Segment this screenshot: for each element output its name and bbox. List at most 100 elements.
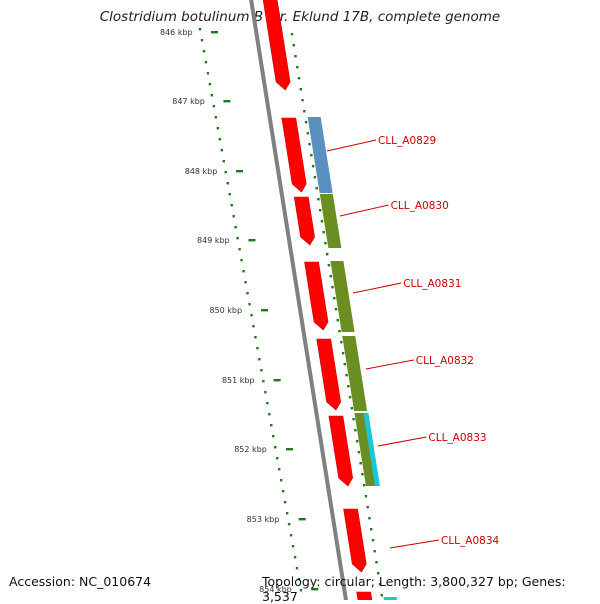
gc-dot [331, 286, 334, 289]
gc-dot [291, 545, 295, 548]
gc-dot [272, 435, 275, 438]
backbone-line [249, 0, 348, 600]
tick-mark [298, 518, 306, 521]
gene-block [383, 597, 397, 600]
gc-dot [370, 528, 373, 531]
gc-dot [220, 149, 223, 152]
gc-dot [283, 501, 287, 504]
gc-dot [232, 215, 235, 218]
tick-mark [273, 379, 281, 382]
gene-label: CLL_A0832 [416, 355, 474, 367]
gc-dot [236, 237, 239, 240]
gc-dot [350, 407, 354, 410]
tick-mark [236, 170, 244, 173]
gc-dot [278, 468, 281, 471]
gc-dot [250, 314, 253, 317]
gc-dot [212, 105, 216, 108]
gc-dot [334, 308, 338, 311]
gc-dot [348, 396, 352, 399]
gc-dot [222, 160, 225, 163]
gene-labels: CLL_A0829 CLL_A0830 CLL_A0831 CLL_A0832 CLL_… [326, 135, 500, 549]
gc-dot [292, 44, 295, 47]
gc-dot [303, 110, 306, 113]
gc-dot [279, 479, 283, 482]
gc-dot [318, 209, 322, 212]
gc-dot [311, 165, 315, 168]
gc-dot [377, 572, 380, 575]
gc-dot [256, 347, 259, 350]
cds-arrow [281, 117, 307, 193]
gc-dot [324, 242, 327, 245]
gc-dot [297, 77, 301, 80]
tick-label: 852 kbp [234, 445, 267, 454]
tick-label: 853 kbp [247, 515, 280, 524]
gc-dot [378, 583, 382, 586]
gc-dot [355, 440, 359, 443]
label-leader [389, 539, 440, 549]
gc-dot [327, 264, 331, 267]
gc-dot [295, 567, 299, 570]
gc-dot [362, 484, 366, 487]
gc-dot [246, 292, 249, 295]
tick-mark [286, 448, 294, 451]
tick-label: 847 kbp [172, 97, 205, 106]
gc-dot [270, 424, 273, 427]
gene-block [319, 194, 342, 248]
gc-dot [254, 336, 257, 339]
gc-dot [214, 116, 218, 119]
gc-dot [268, 413, 271, 416]
gc-dot [206, 72, 210, 75]
gc-dot [315, 187, 318, 190]
cds-arrow [304, 261, 329, 331]
label-leader [352, 282, 402, 294]
gc-dot [285, 512, 289, 515]
gc-dot [202, 50, 206, 53]
gc-dot [274, 446, 277, 449]
gene-block [342, 336, 368, 411]
gc-dot [364, 495, 368, 498]
gc-dot [281, 490, 285, 493]
cds-arrow [328, 415, 353, 487]
gc-dot [301, 99, 304, 102]
label-leader [326, 139, 377, 152]
gc-dot [345, 374, 348, 377]
gc-dot [200, 39, 204, 42]
gc-dot [228, 193, 231, 196]
tick-mark [223, 100, 231, 103]
gc-dot [361, 473, 364, 476]
label-leader [377, 436, 427, 447]
gc-dot [357, 451, 361, 454]
gc-dot [276, 457, 279, 460]
gc-dot [198, 28, 202, 31]
gc-dot [333, 297, 336, 300]
cds-track [262, 0, 373, 600]
gene-label: CLL_A0834 [441, 535, 500, 547]
gene-label: CLL_A0830 [391, 200, 449, 212]
gc-dot [210, 94, 214, 97]
gene-label: CLL_A0829 [378, 135, 436, 147]
tick-mark [211, 31, 218, 34]
tick-mark [261, 309, 269, 312]
gc-dot [226, 182, 229, 185]
gc-dot [264, 391, 267, 394]
gene-block [307, 117, 333, 193]
gc-dot [306, 132, 310, 135]
gc-dot [371, 539, 375, 542]
gc-dot [329, 275, 332, 278]
gene-block [330, 261, 355, 332]
tick-label: 854 kbp [259, 585, 292, 594]
gc-dot [296, 66, 299, 69]
gc-dot [204, 61, 208, 64]
gc-dot [354, 429, 357, 432]
cds-arrow [262, 0, 291, 91]
gc-dot [297, 578, 301, 581]
gc-dot [224, 171, 227, 174]
gc-dot [244, 281, 247, 284]
gc-dot [299, 589, 303, 592]
genome-backbone [249, 0, 348, 600]
accession-text: Accession: NC_010674 [9, 574, 152, 589]
gc-dot [317, 198, 320, 201]
label-leader [365, 359, 414, 370]
map-title: Clostridium botulinum B str. Eklund 17B,… [99, 9, 501, 25]
